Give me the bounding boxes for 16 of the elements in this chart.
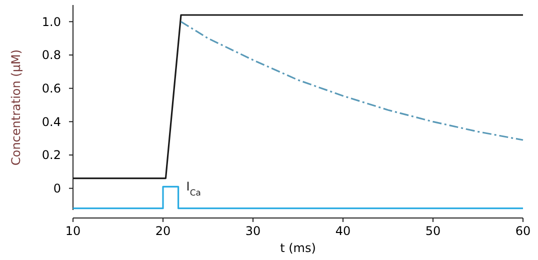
y-tick-label: 0.2 — [42, 148, 61, 162]
x-tick-label: 20 — [155, 224, 171, 238]
y-tick-label: 0.4 — [42, 114, 61, 129]
x-tick-label: 60 — [515, 224, 531, 238]
x-axis-title: t (ms) — [280, 241, 316, 255]
y-tick-label: 0 — [53, 182, 61, 196]
x-tick-label: 40 — [335, 224, 351, 238]
x-tick-label: 50 — [425, 224, 441, 238]
x-tick-label: 30 — [245, 224, 261, 238]
y-axis-title: Concentration (μM) — [9, 49, 23, 166]
series-label: I$_{Ca}$ — [186, 180, 201, 198]
y-tick-label: 0.6 — [42, 82, 61, 96]
x-tick-label: 10 — [65, 224, 81, 238]
line-series — [180, 20, 524, 141]
y-tick-label: 1.0 — [42, 14, 61, 29]
y-tick-label: 0.8 — [42, 48, 61, 62]
